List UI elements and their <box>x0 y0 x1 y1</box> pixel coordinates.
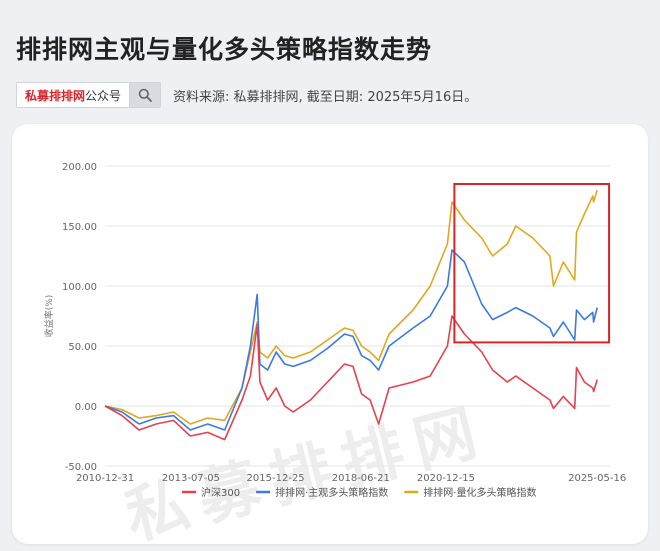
legend-label-quant: 排排网·量化多头策略指数 <box>423 486 536 499</box>
page-title: 排排网主观与量化多头策略指数走势 <box>16 35 433 64</box>
y-tick-label: 0.00 <box>75 402 97 413</box>
series-line-quant <box>104 189 598 425</box>
y-tick-label: 100.00 <box>62 282 97 293</box>
source-note: 资料来源: 私募排排网, 截至日期: 2025年5月16日。 <box>173 89 478 105</box>
x-tick-label: 2015-12-25 <box>247 473 305 484</box>
x-tick-label: 2013-07-05 <box>162 473 220 484</box>
search-input[interactable]: 私募排排网公众号 <box>17 87 129 104</box>
y-tick-label: 200.00 <box>62 162 97 173</box>
series-line-csi300 <box>104 315 598 441</box>
x-tick-label: 2018-06-21 <box>332 473 390 484</box>
search-button[interactable] <box>129 83 161 107</box>
y-axis-label: 收益率(%) <box>43 295 55 338</box>
search-icon <box>138 88 152 102</box>
brand-suffix: 公众号 <box>85 88 122 103</box>
line-chart: 私募排排网 200.00 150.00 100.00 50.00 0.00 -50.00 收益… <box>43 162 626 544</box>
highlight-box <box>453 183 611 344</box>
watermark: 私募排排网 <box>118 393 495 544</box>
chart-card: 私募排排网 200.00 150.00 100.00 50.00 0.00 -50.00 收益… <box>12 124 648 544</box>
y-tick-label: -50.00 <box>65 462 97 473</box>
search-box[interactable]: 私募排排网公众号 <box>16 82 162 108</box>
series-line-subjective <box>104 249 598 431</box>
y-tick-label: 50.00 <box>68 342 97 353</box>
legend-label-subjective: 排排网·主观多头策略指数 <box>275 486 388 499</box>
legend-label-csi300: 沪深300 <box>201 486 240 499</box>
source-row: 私募排排网公众号 资料来源: 私募排排网, 截至日期: 2025年5月16日。 <box>16 82 477 108</box>
x-tick-label: 2025-05-16 <box>568 473 626 484</box>
y-tick-label: 150.00 <box>62 222 97 233</box>
x-tick-label: 2010-12-31 <box>76 473 134 484</box>
x-tick-label: 2020-12-15 <box>417 473 475 484</box>
brand-name: 私募排排网 <box>25 88 86 103</box>
